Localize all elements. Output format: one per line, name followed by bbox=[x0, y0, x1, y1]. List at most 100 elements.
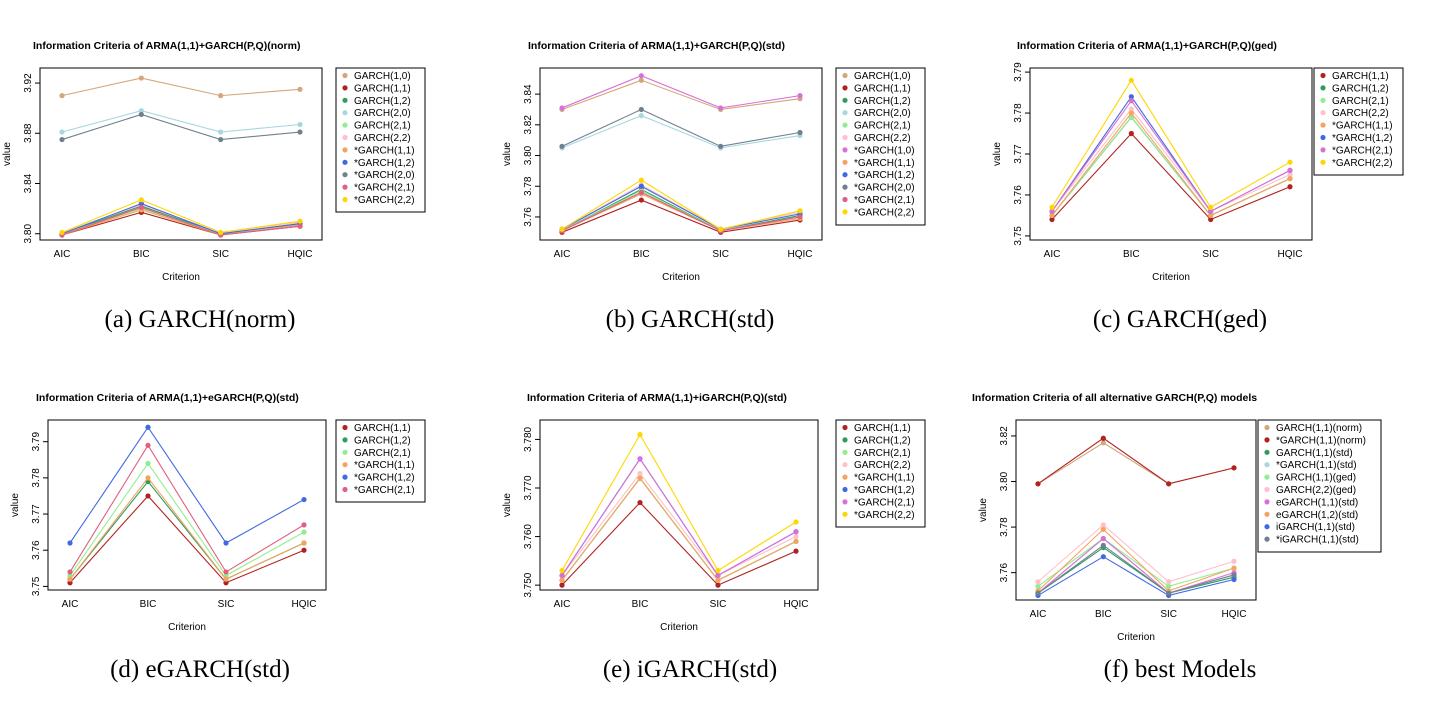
legend-marker bbox=[1320, 147, 1326, 153]
legend-marker bbox=[1264, 474, 1270, 480]
data-point bbox=[1287, 171, 1293, 178]
legend-marker bbox=[842, 196, 848, 203]
x-axis-label: Criterion bbox=[662, 272, 700, 283]
legend-label: GARCH(2,0) bbox=[354, 108, 411, 119]
x-tick-label: HQIC bbox=[788, 249, 813, 260]
x-axis-label: Criterion bbox=[1117, 632, 1155, 643]
series-line bbox=[61, 209, 301, 236]
series-line bbox=[561, 191, 801, 232]
legend-label: GARCH(2,2) bbox=[1332, 108, 1389, 119]
data-point bbox=[1128, 106, 1134, 112]
legend-label: *GARCH(2,0) bbox=[854, 183, 915, 194]
chart-title: Information Criteria of ARMA(1,1)+eGARCH… bbox=[36, 392, 299, 404]
legend-marker bbox=[842, 474, 848, 480]
data-point bbox=[59, 229, 65, 236]
data-point bbox=[301, 547, 307, 553]
x-tick-label: SIC bbox=[212, 249, 229, 260]
x-tick-label: BIC bbox=[632, 599, 649, 610]
data-point bbox=[297, 218, 303, 224]
legend-box bbox=[1313, 67, 1404, 176]
data-point bbox=[138, 111, 144, 118]
legend-label: GARCH(1,1)(norm) bbox=[1276, 423, 1362, 434]
y-tick-label: 3.79 bbox=[31, 432, 42, 452]
data-point bbox=[793, 529, 799, 535]
series-line bbox=[561, 190, 801, 232]
x-axis-label: Criterion bbox=[1152, 272, 1190, 283]
series-line bbox=[1051, 108, 1291, 213]
legend-marker bbox=[842, 72, 848, 79]
x-tick-label: SIC bbox=[712, 249, 729, 260]
data-point bbox=[301, 522, 307, 528]
chart-title: Information Criteria of ARMA(1,1)+iGARCH… bbox=[527, 392, 787, 404]
data-point bbox=[638, 177, 644, 183]
y-tick-label: 3.760 bbox=[523, 524, 534, 549]
legend-label: GARCH(1,0) bbox=[354, 71, 411, 82]
figure-caption: (c) GARCH(ged) bbox=[1092, 306, 1268, 333]
plot-frame bbox=[47, 419, 327, 591]
series-line bbox=[561, 108, 801, 147]
data-point bbox=[223, 580, 229, 586]
x-tick-label: BIC bbox=[1095, 609, 1112, 620]
data-point bbox=[718, 143, 724, 149]
legend-marker bbox=[1264, 524, 1270, 530]
data-point bbox=[637, 499, 643, 506]
legend-marker bbox=[1264, 449, 1270, 455]
legend-label: *GARCH(1,1) bbox=[854, 158, 915, 169]
y-axis-label: value bbox=[2, 142, 13, 166]
y-tick-label: 3.88 bbox=[23, 123, 34, 143]
legend-marker bbox=[342, 110, 348, 116]
data-point bbox=[223, 540, 229, 546]
data-point bbox=[1100, 435, 1106, 441]
data-point bbox=[138, 108, 144, 114]
data-point bbox=[67, 580, 73, 586]
data-point bbox=[638, 183, 644, 189]
legend-label: GARCH(2,1) bbox=[1332, 96, 1389, 107]
legend-marker bbox=[342, 437, 348, 443]
series-line bbox=[1051, 112, 1291, 217]
chart-title: Information Criteria of ARMA(1,1)+GARCH(… bbox=[33, 40, 300, 52]
y-axis-label: value bbox=[992, 142, 1003, 166]
x-tick-label: AIC bbox=[554, 599, 571, 610]
figure-caption: (d) eGARCH(std) bbox=[110, 656, 290, 683]
plot-frame bbox=[39, 67, 323, 241]
legend-marker bbox=[342, 486, 348, 493]
data-point bbox=[793, 519, 799, 525]
data-point bbox=[1166, 590, 1172, 596]
legend-marker bbox=[1264, 437, 1270, 443]
data-point bbox=[1035, 481, 1041, 487]
data-point bbox=[1049, 212, 1055, 219]
legend-marker bbox=[1320, 110, 1326, 116]
legend-label: *GARCH(2,1) bbox=[854, 497, 915, 508]
legend-marker bbox=[342, 122, 348, 128]
series-line bbox=[61, 203, 301, 235]
legend-box bbox=[335, 67, 426, 213]
data-point bbox=[718, 105, 724, 111]
legend-marker bbox=[1320, 134, 1326, 141]
legend-label: *GARCH(1,1) bbox=[1332, 121, 1393, 132]
data-point bbox=[301, 529, 307, 535]
data-point bbox=[797, 208, 803, 214]
data-point bbox=[138, 197, 144, 203]
legend-marker bbox=[342, 159, 348, 165]
data-point bbox=[1208, 208, 1214, 214]
series-line bbox=[1037, 546, 1235, 594]
legend-label: *GARCH(1,2) bbox=[854, 170, 915, 181]
data-point bbox=[797, 129, 803, 136]
legend-label: *GARCH(2,2) bbox=[1332, 158, 1393, 169]
series-line bbox=[561, 199, 801, 233]
legend-marker bbox=[842, 159, 848, 165]
legend-label: *GARCH(1,1)(std) bbox=[1276, 460, 1357, 471]
data-point bbox=[637, 475, 643, 481]
data-point bbox=[138, 200, 144, 207]
series-line bbox=[1051, 116, 1291, 217]
data-point bbox=[638, 197, 644, 203]
legend-label: GARCH(2,2) bbox=[854, 460, 911, 471]
series-line bbox=[1037, 537, 1235, 594]
series-line bbox=[61, 206, 301, 236]
x-tick-label: AIC bbox=[554, 249, 571, 260]
legend-label: *GARCH(2,0) bbox=[354, 170, 415, 181]
data-point bbox=[1100, 542, 1106, 548]
series-line bbox=[561, 457, 797, 577]
legend-label: *GARCH(2,1) bbox=[354, 183, 415, 194]
